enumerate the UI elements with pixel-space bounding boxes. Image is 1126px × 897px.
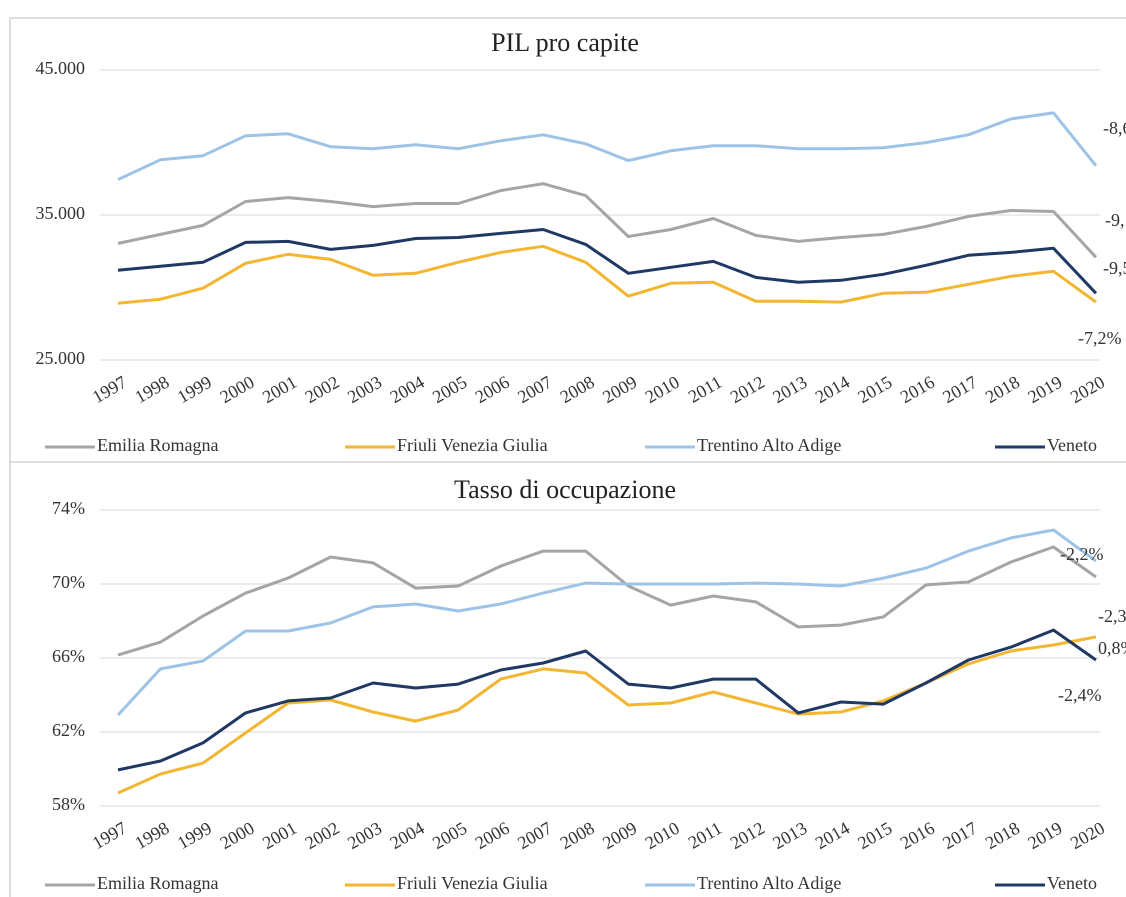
y-tick-label: 74%	[52, 498, 85, 518]
x-tick-label: 2016	[897, 372, 938, 407]
x-tick-label: 2017	[939, 818, 980, 853]
legend-label: Friuli Venezia Giulia	[397, 435, 548, 455]
x-tick-label: 2013	[769, 372, 810, 407]
annotation: -2,3%	[1098, 606, 1126, 626]
x-tick-label: 2006	[472, 818, 513, 853]
legend-label: Trentino Alto Adige	[697, 873, 841, 893]
x-tick-label: 2015	[854, 372, 895, 407]
legend-label: Emilia Romagna	[97, 873, 218, 893]
x-tick-label: 2009	[599, 372, 640, 407]
y-tick-label: 45.000	[36, 58, 86, 78]
legend-label: Veneto	[1047, 435, 1097, 455]
annotation: -7,2%	[1078, 328, 1122, 348]
chart-title: PIL pro capite	[491, 28, 639, 57]
series-line	[117, 182, 1098, 259]
x-tick-label: 2014	[812, 818, 853, 853]
y-tick-label: 58%	[52, 794, 85, 814]
x-tick-label: 2020	[1067, 818, 1108, 853]
x-tick-label: 1997	[89, 818, 130, 853]
legend-label: Friuli Venezia Giulia	[397, 873, 548, 893]
x-tick-label: 2018	[982, 372, 1023, 407]
x-tick-label: 2012	[727, 372, 768, 407]
x-tick-label: 2013	[769, 818, 810, 853]
annotation: -9,5%	[1103, 258, 1126, 278]
series-line	[117, 635, 1097, 795]
legend-label: Emilia Romagna	[97, 435, 218, 455]
x-tick-label: 2011	[685, 818, 726, 853]
x-tick-label: 2008	[557, 372, 598, 407]
series-line	[116, 528, 1097, 717]
x-tick-label: 1997	[89, 372, 130, 407]
x-tick-label: 2004	[387, 818, 428, 853]
y-tick-label: 62%	[52, 720, 85, 740]
y-tick-label: 35.000	[36, 203, 86, 223]
series-line	[117, 111, 1098, 181]
x-tick-label: 2015	[854, 818, 895, 853]
x-tick-label: 2002	[301, 818, 342, 853]
x-tick-label: 2006	[472, 372, 513, 407]
annotation: -8,6%	[1103, 118, 1126, 138]
x-tick-label: 2000	[216, 372, 257, 407]
x-tick-label: 2020	[1067, 372, 1108, 407]
x-tick-label: 2014	[812, 372, 853, 407]
x-tick-label: 2010	[642, 818, 683, 853]
chart-title: Tasso di occupazione	[454, 475, 676, 504]
x-tick-label: 2019	[1024, 818, 1065, 853]
x-tick-label: 1998	[131, 818, 172, 853]
x-tick-label: 2001	[259, 372, 300, 407]
x-tick-label: 2003	[344, 818, 385, 853]
series-line	[117, 545, 1097, 657]
x-tick-label: 2007	[514, 818, 555, 853]
x-tick-label: 2017	[939, 372, 980, 407]
x-tick-label: 1998	[131, 372, 172, 407]
x-tick-label: 2018	[982, 818, 1023, 853]
annotation: -2,4%	[1058, 685, 1102, 705]
x-tick-label: 2005	[429, 818, 470, 853]
x-tick-label: 2002	[301, 372, 342, 407]
x-tick-label: 2011	[685, 372, 726, 407]
x-tick-label: 2005	[429, 372, 470, 407]
y-tick-label: 25.000	[36, 348, 86, 368]
x-tick-label: 2007	[514, 372, 555, 407]
x-tick-label: 2004	[387, 372, 428, 407]
annotation: -9,1%	[1105, 210, 1126, 230]
x-tick-label: 1999	[174, 372, 215, 407]
series-line	[117, 228, 1098, 295]
x-tick-label: 2003	[344, 372, 385, 407]
annotation: -2,2%	[1060, 544, 1104, 564]
series-line	[117, 244, 1097, 305]
x-tick-label: 2019	[1024, 372, 1065, 407]
x-tick-label: 2008	[557, 818, 598, 853]
x-tick-label: 2016	[897, 818, 938, 853]
x-tick-label: 2000	[216, 818, 257, 853]
x-tick-label: 2009	[599, 818, 640, 853]
x-tick-label: 1999	[174, 818, 215, 853]
x-tick-label: 2010	[642, 372, 683, 407]
legend-label: Veneto	[1047, 873, 1097, 893]
y-tick-label: 70%	[52, 572, 85, 592]
annotation: 0,8%	[1098, 638, 1126, 658]
y-tick-label: 66%	[52, 646, 85, 666]
x-tick-label: 2001	[259, 818, 300, 853]
series-line	[117, 628, 1097, 772]
legend-label: Trentino Alto Adige	[697, 435, 841, 455]
x-tick-label: 2012	[727, 818, 768, 853]
